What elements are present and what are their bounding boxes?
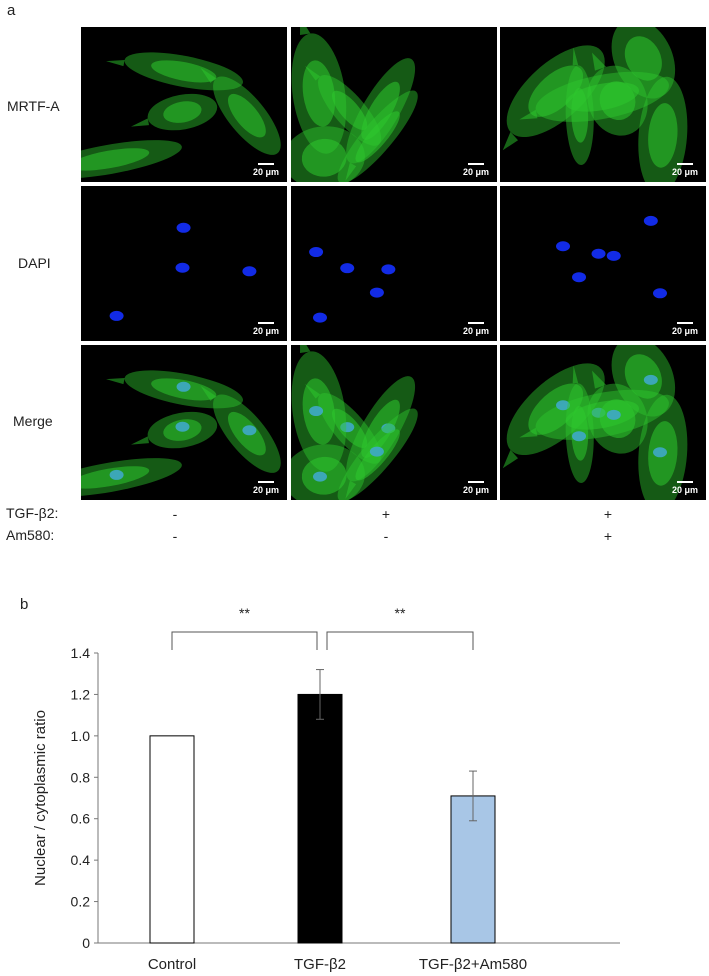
row-label-merge: Merge [13, 413, 53, 429]
scale-bar: 20 μm [463, 163, 489, 177]
y-tick-label: 0.6 [71, 811, 91, 827]
scale-bar-label: 20 μm [252, 485, 279, 495]
y-tick-label: 0.8 [71, 769, 91, 785]
scale-bar: 20 μm [672, 481, 698, 495]
y-axis-label: Nuclear / cytoplasmic ratio [32, 710, 49, 886]
panel-b-label: b [20, 596, 29, 613]
y-tick-label: 0.2 [71, 894, 91, 910]
bar-chart: 0 0.2 0.4 0.6 0.8 1.0 1.2 1.4 Nuclear / cytoplas… [32, 605, 620, 973]
scale-bar-label: 20 μm [252, 167, 279, 177]
micrograph-merge-col2: 20 μm [291, 345, 497, 500]
scale-bar-label: 20 μm [671, 167, 698, 177]
micrograph-mrtfa-col2: 20 μm [291, 27, 497, 182]
micrograph-merge-col3: 20 μm [500, 345, 706, 500]
condition-label-am580: Am580: [6, 527, 55, 543]
micrograph-merge-col1: 20 μm [81, 345, 287, 500]
condition-am580-col1: - [172, 528, 178, 544]
condition-tgf-col1: - [172, 506, 178, 522]
scale-bar-label: 20 μm [462, 326, 489, 336]
scale-bar: 20 μm [672, 322, 698, 336]
condition-am580-col2: - [383, 528, 389, 544]
significance-bracket [326, 631, 474, 650]
micrograph-dapi-col3: 20 μm [500, 186, 706, 341]
scale-bar-label: 20 μm [462, 167, 489, 177]
scale-bar: 20 μm [672, 163, 698, 177]
significance-label: ** [395, 605, 406, 621]
condition-am580-col3: + [603, 528, 613, 544]
y-tick-label: 0 [82, 935, 90, 951]
category-label: TGF-β2 [294, 956, 346, 973]
micrograph-mrtfa-col1: 20 μm [81, 27, 287, 182]
micrograph-dapi-col2: 20 μm [291, 186, 497, 341]
scale-bar: 20 μm [253, 481, 279, 495]
scale-bar: 20 μm [463, 481, 489, 495]
scale-bar-label: 20 μm [462, 485, 489, 495]
condition-label-tgf: TGF-β2: [6, 505, 59, 521]
category-label: TGF-β2+Am580 [419, 956, 527, 973]
condition-tgf-col3: + [603, 506, 613, 522]
panel-a-label: a [7, 2, 16, 19]
scale-bar-label: 20 μm [671, 326, 698, 336]
scale-bar: 20 μm [253, 163, 279, 177]
scale-bar: 20 μm [463, 322, 489, 336]
condition-tgf-col2: + [381, 506, 391, 522]
category-label: Control [148, 956, 196, 973]
micrograph-mrtfa-col3: 20 μm [500, 27, 706, 182]
scale-bar-label: 20 μm [671, 485, 698, 495]
scale-bar: 20 μm [253, 322, 279, 336]
significance-label: ** [239, 605, 250, 621]
y-tick-label: 0.4 [71, 852, 91, 868]
significance-bracket [171, 631, 318, 650]
row-label-mrtf: MRTF-A [7, 98, 60, 114]
y-tick-label: 1.2 [71, 686, 91, 702]
bar-1 [149, 735, 195, 944]
micrograph-dapi-col1: 20 μm [81, 186, 287, 341]
bar-2 [297, 693, 343, 944]
row-label-dapi: DAPI [18, 255, 51, 271]
y-tick-label: 1.0 [71, 728, 91, 744]
y-tick-label: 1.4 [71, 645, 91, 661]
scale-bar-label: 20 μm [252, 326, 279, 336]
